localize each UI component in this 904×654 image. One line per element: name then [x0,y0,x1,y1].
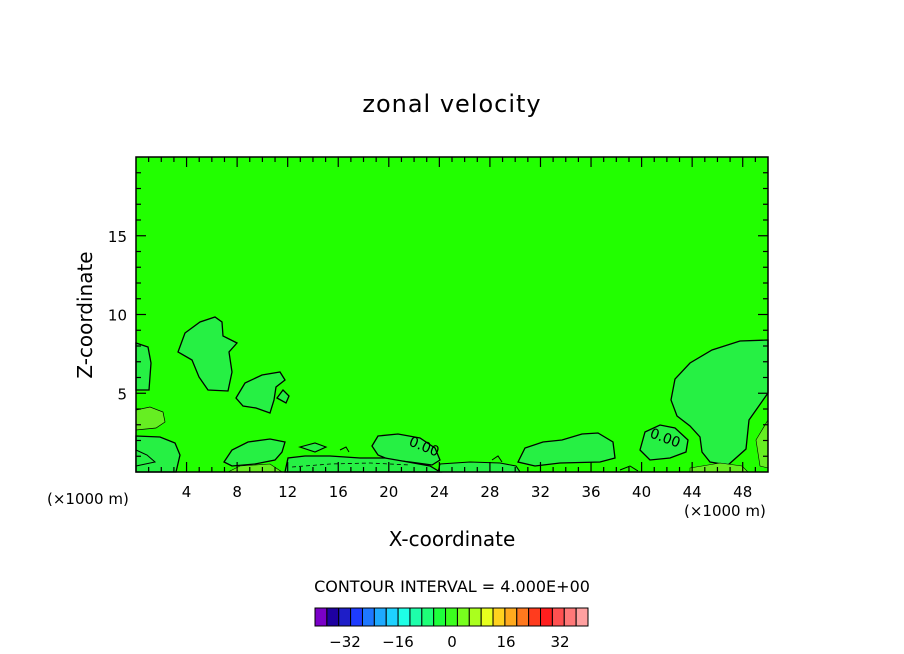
contour-region-blob-mid-left [235,371,286,414]
x-tick-label: 32 [531,483,550,501]
y-axis-label: Z-coordinate [73,251,97,378]
contour-line-small-2 [491,455,503,463]
contour-line-small-3 [619,465,639,472]
y-axis-ticks: 5 10 15 [108,172,768,457]
contour-regions [135,316,769,473]
y-tick-label: 10 [108,307,127,325]
colorbar-swatch [433,607,447,627]
colorbar-swatch [492,607,506,627]
colorbar-swatch [480,607,494,627]
colorbar-swatch [504,607,518,627]
colorbar-swatch [409,607,423,627]
contour-interval-text: CONTOUR INTERVAL = 4.000E+00 [314,577,590,596]
contour-region-surface-5 [517,432,616,467]
colorbar-swatch [421,607,435,627]
colorbar-swatch [528,607,542,627]
x-tick-label: 12 [278,483,297,501]
contour-region-tiny [276,389,290,404]
x-tick-label: 16 [329,483,348,501]
colorbar-swatch [456,607,470,627]
x-tick-label: 44 [683,483,702,501]
colorbar-swatch [468,607,482,627]
colorbar-swatch [563,607,577,627]
y-tick-label: 5 [117,385,127,403]
contour-region-blob-upper-left [177,316,239,392]
x-tick-label: 36 [581,483,600,501]
colorbar-swatch [397,607,411,627]
x-axis-ticks: 4 8 12 16 20 24 28 32 36 40 44 48 [148,157,756,501]
colorbar-tick-label: 16 [496,633,515,651]
colorbar-labels: −32 −16 0 16 32 [329,633,569,651]
colorbar-swatch [551,607,565,627]
colorbar-tick-label: 32 [550,633,569,651]
colorbar-swatch [540,607,553,627]
contour-region-right-dome [670,339,769,466]
colorbar-tick-label: −32 [329,633,361,651]
colorbar-swatch [385,607,399,627]
x-tick-label: 4 [182,483,192,501]
contour-region-left-edge [135,342,152,391]
y-tick-label: 15 [108,228,127,246]
x-tick-label: 8 [232,483,242,501]
colorbar-swatch [516,607,530,627]
plot-area [136,157,768,472]
x-tick-label: 20 [379,483,398,501]
colorbar-swatch [361,607,375,627]
x-tick-label: 40 [632,483,651,501]
x-tick-label: 48 [733,483,752,501]
colorbar-tick-label: 0 [447,633,457,651]
colorbar-swatch [338,607,352,627]
contour-region-surface-7 [639,424,689,461]
colorbar-swatch [373,607,387,627]
x-tick-label: 24 [430,483,449,501]
contour-region-surface-1 [223,438,286,467]
colorbar-swatch [445,607,458,627]
contour-line-negative [291,462,411,468]
x-axis-label: X-coordinate [389,527,516,551]
chart-title: zonal velocity [362,90,541,118]
colorbar-swatch [350,607,363,627]
x-tick-label: 28 [480,483,499,501]
contour-region-surface-2 [298,442,328,453]
colorbar-swatch [575,607,589,627]
colorbar-swatch [314,607,328,627]
colorbar [314,607,589,627]
colorbar-swatch [326,607,340,627]
colorbar-tick-label: −16 [382,633,414,651]
x-unit-label-right: (×1000 m) [684,502,766,520]
x-unit-label-left: (×1000 m) [47,490,129,508]
contour-line-small-1 [339,446,350,453]
